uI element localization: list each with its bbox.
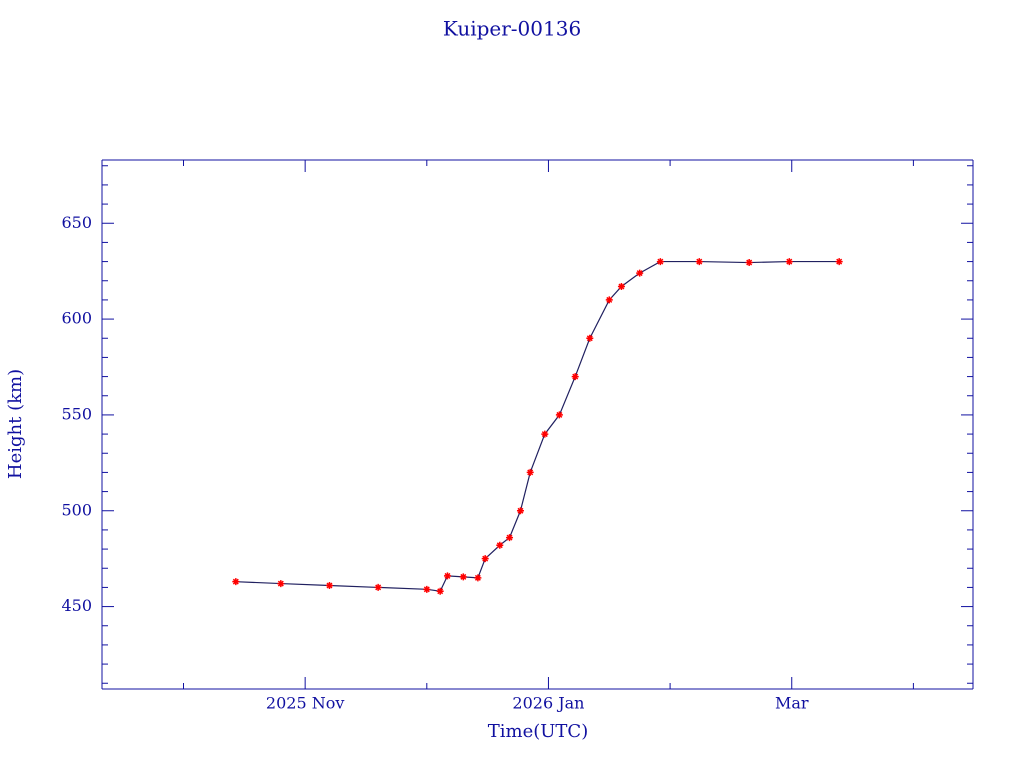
data-marker: [374, 583, 382, 591]
data-marker: [656, 258, 664, 266]
data-marker: [277, 580, 285, 588]
data-marker: [785, 258, 793, 266]
y-tick-label: 450: [61, 596, 92, 615]
data-marker: [474, 574, 482, 582]
y-tick-label: 650: [61, 213, 92, 232]
data-marker: [835, 258, 843, 266]
data-line: [235, 260, 840, 592]
data-marker: [325, 582, 333, 589]
data-marker: [443, 572, 451, 580]
data-marker: [516, 507, 524, 515]
data-marker: [605, 296, 613, 304]
data-marker: [232, 578, 240, 586]
y-tick-label: 600: [61, 309, 92, 328]
plot-frame: [101, 159, 974, 690]
data-marker: [571, 373, 579, 381]
y-tick-label: 550: [61, 404, 92, 423]
data-marker: [695, 258, 703, 266]
x-tick-label: 2025 Nov: [266, 694, 344, 713]
data-marker: [745, 259, 753, 267]
data-marker: [496, 541, 504, 549]
data-marker: [506, 534, 514, 542]
data-marker: [423, 585, 431, 593]
data-marker: [436, 587, 444, 595]
data-marker: [617, 283, 625, 290]
data-marker: [555, 411, 563, 419]
data-marker: [541, 430, 549, 438]
y-tick-label: 500: [61, 500, 92, 519]
data-marker: [481, 555, 489, 563]
data-marker: [526, 468, 534, 476]
data-marker: [636, 269, 644, 277]
data-marker: [459, 573, 467, 581]
x-axis-label: Time(UTC): [488, 721, 588, 742]
y-axis-label: Height (km): [5, 369, 26, 479]
data-marker: [586, 334, 594, 342]
chart-title: Kuiper-00136: [443, 17, 581, 41]
x-tick-label: 2026 Jan: [512, 694, 584, 713]
x-tick-label: Mar: [775, 694, 809, 713]
